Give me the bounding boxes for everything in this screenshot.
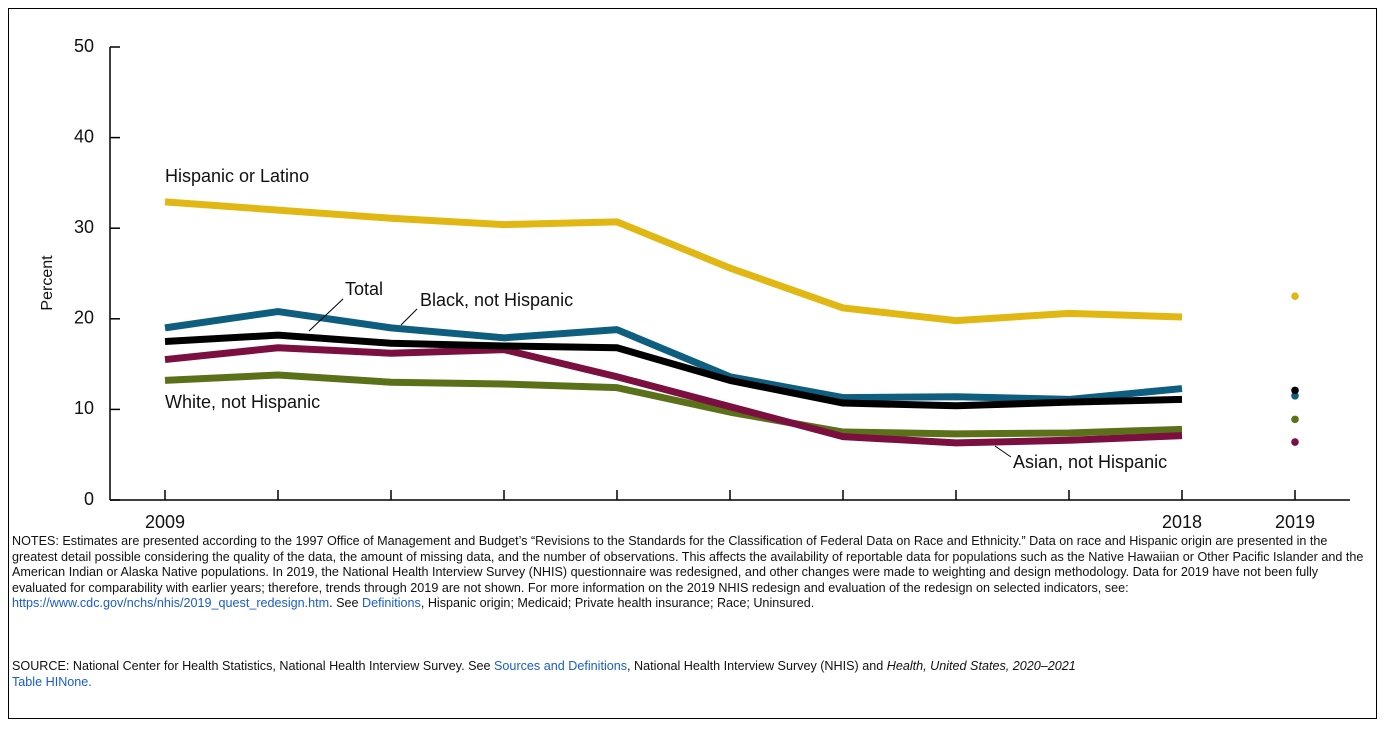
x-tick-label: 2019 xyxy=(1275,512,1315,530)
y-tick-label: 0 xyxy=(84,489,94,509)
point xyxy=(1291,292,1299,300)
y-tick-label: 30 xyxy=(74,217,94,237)
series-line xyxy=(164,198,1183,325)
point xyxy=(1291,392,1299,400)
link[interactable]: Sources and Definitions xyxy=(494,659,628,673)
notes-text: , Hispanic origin; Medicaid; Private hea… xyxy=(420,596,815,611)
link[interactable]: Table HINone. xyxy=(12,674,92,689)
notes: NOTES: Estimates are presented according… xyxy=(12,534,1374,612)
point xyxy=(1291,415,1299,424)
source-text: , National Health Interview Survey (NHIS… xyxy=(627,659,887,673)
y-tick-label: 10 xyxy=(74,398,94,418)
series-label: Total xyxy=(345,279,383,299)
link[interactable]: Definitions xyxy=(362,596,421,611)
x-tick-label: 2009 xyxy=(145,512,185,530)
point xyxy=(1291,438,1299,446)
notes-text: . See xyxy=(329,596,363,611)
y-tick-label: 20 xyxy=(74,308,94,328)
series-label: Asian, not Hispanic xyxy=(1013,452,1167,472)
chart: Percent 0 10 20 30 40 50 2009 2018 2019 Hispanic … xyxy=(39,36,1350,530)
leader-line xyxy=(400,308,418,326)
series-label: Hispanic or Latino xyxy=(165,166,309,186)
frame xyxy=(8,8,1377,719)
source-title: Health, United States, 2020–2021 xyxy=(886,659,1076,673)
series-label: Black, not Hispanic xyxy=(420,290,573,310)
point xyxy=(1291,386,1299,395)
leader-line xyxy=(308,298,344,332)
y-tick-label: 50 xyxy=(74,36,94,56)
leader-line xyxy=(994,445,1012,458)
series-line xyxy=(164,344,1183,447)
notes-text: NOTES: Estimates are presented according… xyxy=(12,534,1364,595)
y-axis-label: Percent xyxy=(39,255,56,311)
series-line xyxy=(164,371,1183,438)
series-label: White, not Hispanic xyxy=(165,392,320,412)
link[interactable]: https://www.cdc.gov/nchs/nhis/2019_quest… xyxy=(12,596,330,611)
series-line xyxy=(164,331,1183,410)
source: SOURCE: National Center for Health Stati… xyxy=(12,659,1374,690)
x-tick-label: 2018 xyxy=(1162,512,1202,530)
series-line xyxy=(164,308,1183,403)
source-text: SOURCE: National Center for Health Stati… xyxy=(12,659,495,673)
y-tick-label: 40 xyxy=(74,126,94,146)
